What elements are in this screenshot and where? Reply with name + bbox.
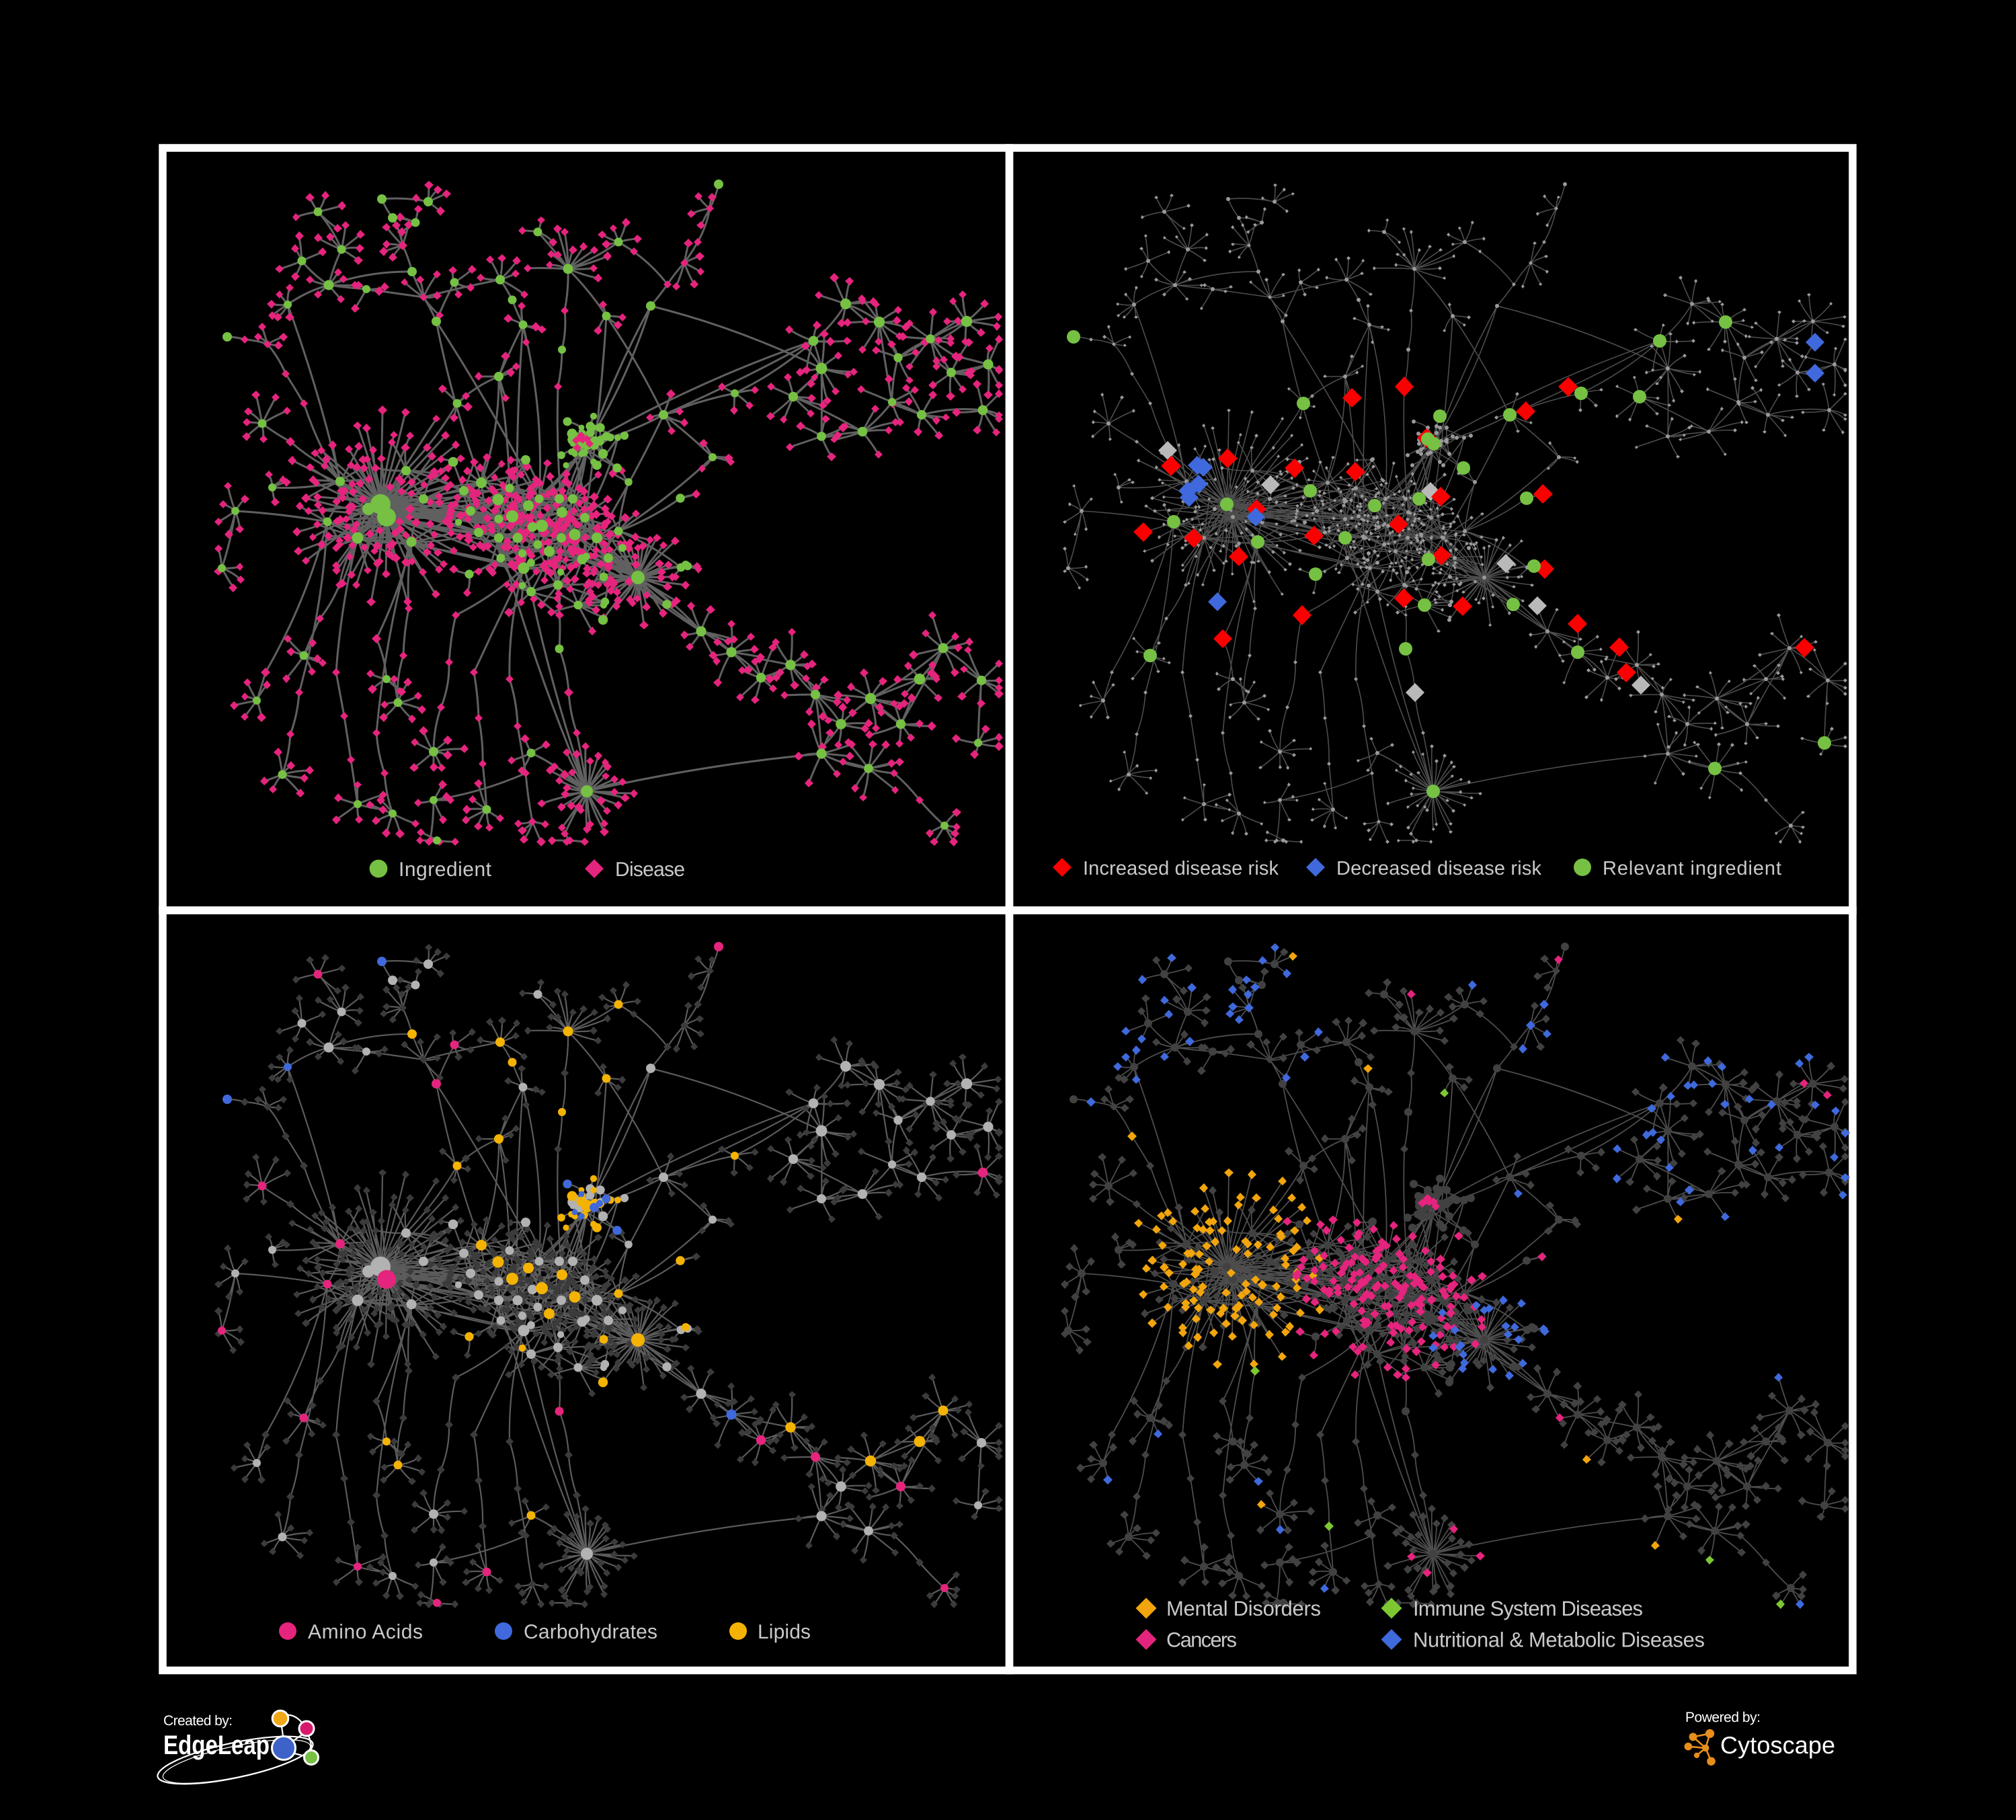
svg-text:Increased disease risk: Increased disease risk: [1083, 858, 1279, 879]
svg-text:Relevant ingredient: Relevant ingredient: [1603, 858, 1781, 879]
svg-text:Created by:: Created by:: [163, 1713, 233, 1729]
svg-text:Disease: Disease: [615, 859, 685, 881]
svg-text:Lipids: Lipids: [758, 1621, 811, 1643]
svg-text:Powered by:: Powered by:: [1685, 1710, 1761, 1725]
svg-text:EdgeLeap: EdgeLeap: [163, 1731, 270, 1760]
svg-text:Mental Disorders: Mental Disorders: [1166, 1597, 1321, 1620]
svg-text:Cytoscape: Cytoscape: [1720, 1731, 1835, 1759]
svg-text:Amino Acids: Amino Acids: [308, 1621, 423, 1643]
svg-text:Nutritional & Metabolic Diseas: Nutritional & Metabolic Diseases: [1413, 1628, 1705, 1652]
svg-text:Carbohydrates: Carbohydrates: [524, 1621, 657, 1643]
svg-text:Immune System Diseases: Immune System Diseases: [1413, 1597, 1643, 1620]
svg-text:Decreased disease risk: Decreased disease risk: [1336, 858, 1542, 879]
svg-text:Ingredient: Ingredient: [399, 859, 492, 881]
svg-text:Cancers: Cancers: [1166, 1628, 1237, 1652]
